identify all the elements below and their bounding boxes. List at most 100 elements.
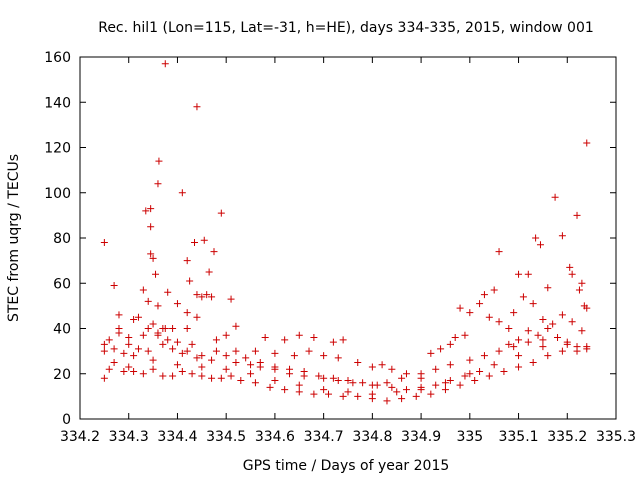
data-point [480, 291, 488, 299]
x-tick-label: 334.8 [352, 429, 392, 445]
data-point [149, 356, 157, 364]
data-point [568, 270, 576, 278]
data-point [125, 363, 133, 371]
data-point [130, 315, 138, 323]
data-point [583, 343, 591, 351]
data-point [563, 338, 571, 346]
data-point [251, 347, 259, 355]
data-point [159, 325, 167, 332]
data-point [222, 365, 230, 373]
data-point [100, 340, 108, 348]
data-point [147, 223, 155, 231]
data-point [232, 347, 240, 355]
data-point [344, 388, 352, 396]
data-point [212, 347, 220, 355]
data-point [193, 313, 201, 321]
data-point [164, 336, 172, 344]
data-point [149, 320, 157, 328]
data-point [115, 325, 123, 332]
data-point [134, 345, 142, 353]
data-point [515, 352, 523, 360]
data-point [456, 381, 464, 389]
data-point [524, 327, 532, 335]
data-point [354, 358, 362, 366]
data-point [515, 336, 523, 344]
data-point [534, 331, 542, 339]
data-point [461, 331, 469, 339]
data-point [578, 327, 586, 335]
data-point [544, 352, 552, 360]
data-point [125, 334, 133, 342]
data-point [383, 397, 391, 405]
y-tick-label: 0 [62, 412, 71, 428]
data-point [388, 365, 396, 373]
data-point [476, 367, 484, 375]
data-point [446, 361, 454, 369]
data-point [139, 331, 147, 339]
data-point [173, 338, 181, 346]
data-point [539, 315, 547, 323]
data-point [329, 338, 337, 346]
data-point [466, 309, 474, 317]
data-point [178, 189, 186, 197]
data-point [412, 392, 420, 400]
data-point [227, 372, 235, 380]
data-point [441, 386, 449, 394]
data-point [191, 239, 199, 247]
data-point [432, 381, 440, 389]
data-point [368, 390, 376, 398]
data-point [305, 347, 313, 355]
data-point [178, 349, 186, 357]
data-point [427, 390, 435, 398]
y-tick-label: 120 [44, 141, 71, 157]
data-point [490, 361, 498, 369]
data-point [295, 388, 303, 396]
data-point [271, 363, 279, 371]
data-point [583, 139, 591, 147]
data-point [349, 379, 357, 387]
data-point [544, 284, 552, 292]
data-point [505, 340, 513, 348]
x-tick-label: 334.5 [206, 429, 246, 445]
data-point [558, 311, 566, 319]
data-point [200, 236, 208, 244]
data-point [558, 347, 566, 355]
data-point [147, 250, 155, 258]
data-point [437, 345, 445, 353]
data-point [573, 347, 581, 355]
data-point [490, 286, 498, 294]
data-point [568, 318, 576, 326]
data-point [186, 277, 194, 285]
data-point [134, 313, 142, 321]
data-point [524, 338, 532, 346]
data-point [290, 352, 298, 360]
data-point [154, 180, 162, 188]
data-point [210, 248, 218, 256]
data-point [271, 349, 279, 357]
x-tick-label: 335.2 [547, 429, 587, 445]
data-point [139, 370, 147, 378]
data-point [388, 383, 396, 391]
data-point [144, 347, 152, 355]
data-point [578, 279, 586, 287]
data-point [398, 374, 406, 382]
data-point [466, 356, 474, 364]
data-point [208, 374, 216, 382]
data-point [573, 211, 581, 219]
data-point [152, 270, 160, 278]
data-point [203, 291, 211, 299]
data-point [154, 329, 162, 337]
data-point [188, 340, 196, 348]
data-point [320, 352, 328, 360]
data-point [227, 295, 235, 303]
data-point [515, 270, 523, 278]
data-point [334, 354, 342, 362]
data-point [169, 372, 177, 380]
data-point [344, 377, 352, 385]
data-point [222, 331, 230, 339]
plot-marks [100, 60, 591, 405]
data-point [247, 361, 255, 369]
data-point [456, 304, 464, 312]
data-point [359, 379, 367, 387]
data-point [144, 297, 152, 305]
